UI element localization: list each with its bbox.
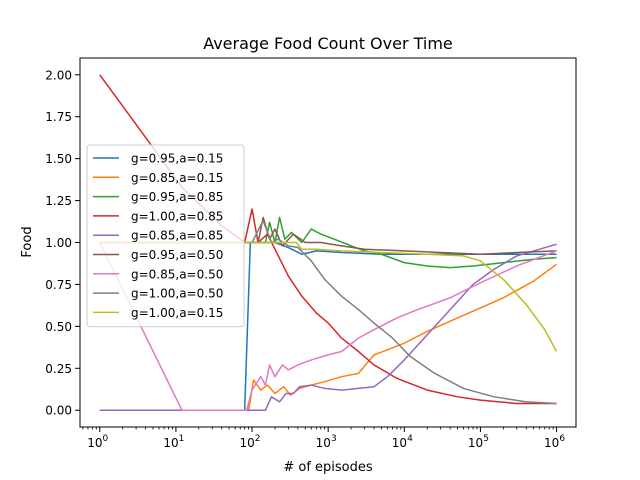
x-tick-label: 104: [392, 434, 413, 450]
axis-layer: 100 101 102 103 104 105 106 0.00 0.25 0.50 0.75 1.0…: [45, 68, 565, 450]
legend-label: g=0.85,a=0.15: [131, 171, 223, 185]
y-tick-label: 1.50: [45, 152, 72, 166]
x-axis-label: # of episodes: [283, 460, 373, 475]
x-tick-label: 103: [316, 434, 337, 450]
series-line-2: [99, 263, 558, 411]
y-tick-label: 2.00: [45, 68, 72, 82]
series-lines: [99, 74, 558, 411]
y-tick-label: 1.25: [45, 194, 72, 208]
series-line-9: [99, 241, 558, 352]
legend-label: g=1.00,a=0.85: [131, 209, 223, 223]
y-tick-label: 1.00: [45, 236, 72, 250]
x-tick-label: 102: [240, 434, 261, 450]
y-tick-label: 0.50: [45, 320, 72, 334]
legend-label: g=0.95,a=0.50: [131, 248, 223, 262]
legend-label: g=1.00,a=0.50: [131, 287, 223, 301]
y-tick-label: 1.75: [45, 110, 72, 124]
series-line-7: [99, 242, 557, 411]
chart-title: Average Food Count Over Time: [203, 34, 453, 53]
legend-box: [86, 144, 245, 328]
legend-label: g=0.85,a=0.50: [131, 267, 223, 281]
x-tick-label: 105: [468, 434, 489, 450]
legend-label: g=0.95,a=0.15: [131, 152, 223, 166]
x-tick-label: 100: [87, 434, 108, 450]
y-tick-label: 0.25: [45, 362, 72, 376]
series-line-4: [99, 74, 557, 405]
x-tick-label: 101: [163, 434, 184, 450]
series-line-5: [99, 243, 557, 411]
y-axis-label: Food: [20, 226, 35, 257]
y-tick-label: 0.75: [45, 278, 72, 292]
y-tick-label: 0.00: [45, 404, 72, 418]
x-tick-label: 106: [544, 434, 565, 450]
legend-label: g=0.85,a=0.85: [131, 229, 223, 243]
legend: g=0.95,a=0.15 g=0.85,a=0.15 g=0.95,a=0.85 g…: [86, 144, 245, 328]
legend-label: g=0.95,a=0.85: [131, 190, 223, 204]
series-layer: [99, 74, 558, 411]
legend-label: g=1.00,a=0.15: [131, 306, 223, 320]
